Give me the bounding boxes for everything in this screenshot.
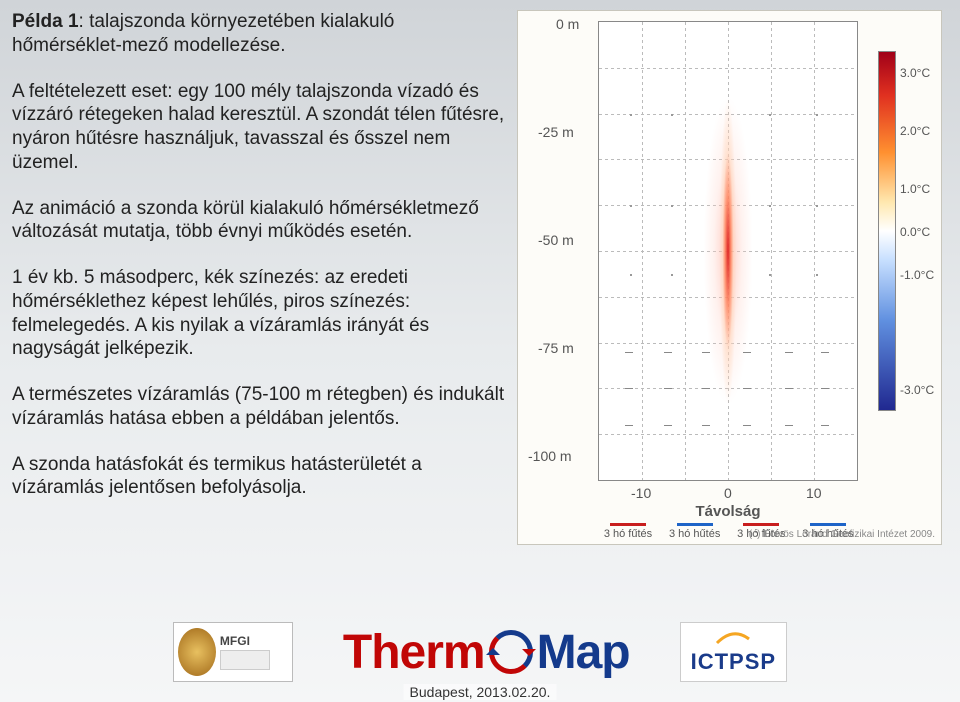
- chart-attribution: (c) Eötvös Loránd Geofizikai Intézet 200…: [749, 529, 935, 540]
- legend-line-3: [810, 523, 846, 526]
- cbar-tick-2: 1.0°C: [900, 182, 930, 196]
- xtick-1: 0: [724, 485, 732, 501]
- ictpsp-label: ICTPSP: [691, 649, 776, 675]
- thermomap-therm: Therm: [343, 625, 485, 680]
- text-column: Példa 1: talajszonda környezetében kiala…: [12, 10, 507, 545]
- legend-line-1: [677, 523, 713, 526]
- chart-frame: 0 m -25 m -50 m -75 m -100 m: [517, 10, 942, 545]
- mfgi-emblem-icon: [178, 628, 216, 676]
- ytick-0: 0 m: [556, 16, 579, 32]
- legend-line-0: [610, 523, 646, 526]
- cbar-tick-4: -1.0°C: [900, 268, 934, 282]
- paragraph-6: A szonda hatásfokát és termikus hatáster…: [12, 453, 507, 501]
- ytick-3: -75 m: [538, 340, 574, 356]
- footer-date: Budapest, 2013.02.20.: [404, 684, 557, 700]
- logo-mfgi: MFGI: [173, 622, 293, 682]
- paragraph-1: Példa 1: talajszonda környezetében kiala…: [12, 10, 507, 58]
- xtick-0: -10: [631, 485, 651, 501]
- legend-label-0: 3 hó fűtés: [604, 528, 652, 540]
- paragraph-2: A feltételezett eset: egy 100 mély talaj…: [12, 80, 507, 175]
- ictpsp-swoosh-icon: [715, 629, 751, 647]
- thermomap-circle-icon: [489, 630, 533, 674]
- mfgi-label: MFGI: [220, 634, 270, 648]
- legend-line-2: [743, 523, 779, 526]
- flow-arrows: [599, 22, 857, 480]
- footer: MFGI Therm Map ICTPSP Budapest, 2013.02.…: [0, 602, 960, 702]
- cbar-tick-1: 2.0°C: [900, 124, 930, 138]
- cbar-tick-0: 3.0°C: [900, 66, 930, 80]
- p1-lead: Példa 1: [12, 11, 79, 32]
- ytick-1: -25 m: [538, 124, 574, 140]
- legend-label-1: 3 hó hűtés: [669, 528, 720, 540]
- cbar-tick-3: 0.0°C: [900, 225, 930, 239]
- legend-item-1: 3 hó hűtés: [665, 523, 725, 540]
- colorbar: [878, 51, 896, 411]
- slide-main: Példa 1: talajszonda környezetében kiala…: [0, 0, 960, 545]
- paragraph-4: 1 év kb. 5 másodperc, kék színezés: az e…: [12, 266, 507, 361]
- paragraph-5: A természetes vízáramlás (75-100 m réteg…: [12, 383, 507, 431]
- xaxis-title: Távolság: [598, 503, 858, 520]
- ytick-4: -100 m: [528, 448, 572, 464]
- xtick-2: 10: [806, 485, 822, 501]
- paragraph-3: Az animáció a szonda körül kialakuló hőm…: [12, 197, 507, 245]
- legend-item-0: 3 hó fűtés: [598, 523, 658, 540]
- thermomap-map: Map: [537, 625, 630, 680]
- chart-column: 0 m -25 m -50 m -75 m -100 m: [517, 10, 942, 545]
- logo-ictpsp: ICTPSP: [680, 622, 787, 682]
- ytick-2: -50 m: [538, 232, 574, 248]
- logo-thermomap: Therm Map: [343, 625, 630, 680]
- chart-plot-area: [598, 21, 858, 481]
- cbar-tick-5: -3.0°C: [900, 383, 934, 397]
